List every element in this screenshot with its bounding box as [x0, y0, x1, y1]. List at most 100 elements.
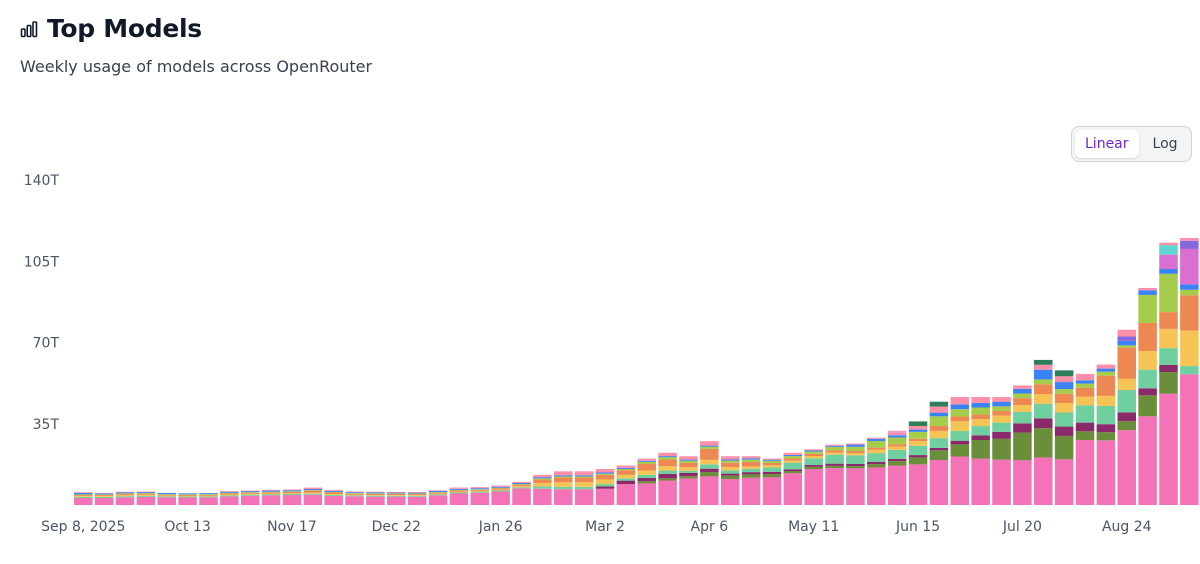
bar-segment — [720, 470, 740, 474]
bar-segment — [762, 460, 782, 463]
bar-stack[interactable] — [115, 491, 135, 505]
bar-segment — [324, 494, 343, 496]
bar-stack[interactable] — [1054, 370, 1074, 505]
bar-stack[interactable] — [637, 458, 656, 505]
bar-segment — [679, 476, 698, 479]
bar-stack[interactable] — [616, 465, 636, 505]
bar-segment — [1138, 350, 1157, 370]
bar-stack[interactable] — [1138, 287, 1157, 505]
bar-segment — [783, 470, 803, 474]
bar-segment — [950, 421, 970, 432]
bar-stack[interactable] — [1117, 329, 1137, 505]
bar-stack[interactable] — [992, 397, 1011, 505]
bar-stack[interactable] — [1096, 364, 1116, 505]
bar-stack[interactable] — [512, 481, 531, 505]
bar-segment — [929, 426, 949, 431]
bar-segment — [637, 458, 656, 461]
bar-stack[interactable] — [595, 469, 615, 505]
bar-stack[interactable] — [491, 485, 510, 506]
bar-stack[interactable] — [366, 491, 385, 505]
bar-segment — [512, 483, 531, 485]
bar-stack[interactable] — [741, 456, 761, 505]
x-tick-label: Jan 26 — [478, 519, 523, 535]
bar-segment — [741, 474, 761, 478]
bar-segment — [1013, 385, 1032, 389]
bar-stack[interactable] — [407, 492, 427, 505]
bar-segment — [533, 482, 552, 487]
bar-stack[interactable] — [220, 491, 239, 505]
bar-segment — [1180, 374, 1199, 505]
bar-segment — [1034, 394, 1053, 404]
bar-stack[interactable] — [324, 489, 343, 505]
bar-segment — [1180, 289, 1199, 296]
bar-stack[interactable] — [554, 471, 573, 505]
bar-stack[interactable] — [1159, 242, 1178, 505]
bar-stack[interactable] — [929, 401, 949, 505]
bar-stack[interactable] — [178, 493, 197, 505]
bar-stack[interactable] — [303, 487, 323, 505]
bar-stack[interactable] — [825, 444, 844, 505]
bar-segment — [929, 406, 949, 413]
bar-stack[interactable] — [887, 430, 907, 505]
bar-stack[interactable] — [720, 456, 740, 505]
bar-stack[interactable] — [658, 452, 677, 505]
bar-segment — [512, 482, 531, 484]
linear-scale-button[interactable]: Linear — [1075, 130, 1139, 158]
bar-segment — [867, 453, 886, 462]
bar-stack[interactable] — [679, 456, 698, 505]
bar-stack[interactable] — [449, 487, 469, 505]
bar-stack[interactable] — [533, 474, 552, 505]
bar-stack[interactable] — [345, 491, 364, 505]
bar-segment — [804, 466, 823, 470]
bar-stack[interactable] — [240, 490, 260, 505]
bar-segment — [595, 479, 615, 485]
log-scale-button[interactable]: Log — [1143, 130, 1188, 158]
bar-stack[interactable] — [157, 492, 176, 505]
bar-stack[interactable] — [846, 443, 865, 505]
y-tick-label: 70T — [33, 336, 60, 352]
bar-stack[interactable] — [908, 421, 928, 505]
bar-stack[interactable] — [867, 437, 886, 505]
bar-segment — [1096, 371, 1116, 376]
bar-segment — [887, 465, 907, 505]
bar-segment — [1117, 347, 1136, 379]
bar-segment — [449, 489, 469, 491]
bar-segment — [1138, 287, 1157, 291]
bar-segment — [366, 492, 385, 494]
bar-stack[interactable] — [470, 487, 490, 505]
bar-segment — [929, 412, 949, 417]
bar-segment — [574, 471, 594, 476]
bar-stack[interactable] — [700, 441, 719, 505]
bar-stack[interactable] — [387, 492, 406, 505]
bar-segment — [804, 456, 823, 459]
bar-stack[interactable] — [74, 492, 93, 505]
bar-stack[interactable] — [950, 397, 970, 505]
bar-segment — [74, 492, 93, 495]
bar-stack[interactable] — [428, 490, 448, 505]
bar-stack[interactable] — [804, 449, 823, 505]
bar-segment — [199, 493, 218, 495]
bar-stack[interactable] — [1075, 373, 1095, 505]
bar-stack[interactable] — [1180, 238, 1199, 505]
bar-stack[interactable] — [1013, 385, 1032, 505]
bar-stack[interactable] — [574, 471, 594, 505]
bar-segment — [199, 495, 218, 497]
bar-stack[interactable] — [762, 458, 782, 505]
bar-segment — [366, 495, 385, 497]
bar-segment — [804, 465, 823, 467]
bar-segment — [700, 459, 719, 465]
bar-segment — [908, 431, 928, 439]
bar-segment — [971, 407, 990, 415]
bar-stack[interactable] — [199, 493, 218, 505]
bar-segment — [595, 488, 615, 505]
bar-stack[interactable] — [783, 452, 803, 505]
bar-stack[interactable] — [282, 489, 302, 505]
bar-segment — [992, 397, 1011, 402]
bar-segment — [929, 460, 949, 505]
bar-segment — [595, 473, 615, 475]
bar-stack[interactable] — [261, 489, 281, 505]
bar-stack[interactable] — [136, 491, 156, 505]
bar-stack[interactable] — [971, 397, 990, 505]
bar-stack[interactable] — [1034, 359, 1053, 505]
bar-stack[interactable] — [94, 492, 114, 505]
